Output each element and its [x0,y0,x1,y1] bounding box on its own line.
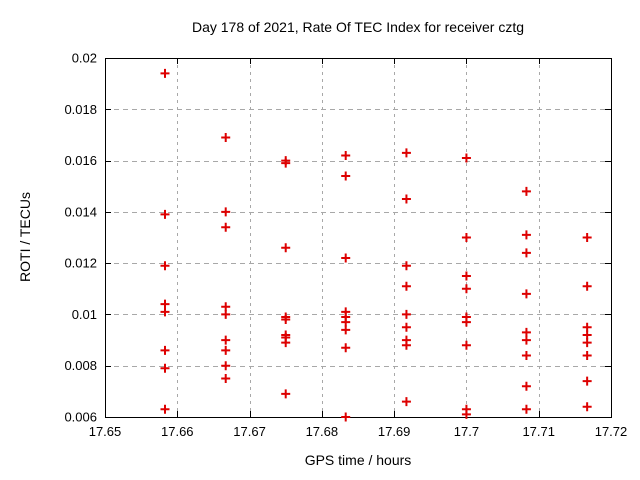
data-point-marker [401,281,411,291]
data-point-marker [461,317,471,327]
data-point-marker [221,374,231,384]
data-point-marker [521,289,531,299]
data-point-marker [221,309,231,319]
plot-frame [105,58,612,418]
data-point-marker [221,302,231,312]
data-point-marker [281,389,291,399]
data-point-marker [521,404,531,414]
y-tick-label: 0.018 [64,102,97,117]
data-point-marker [401,194,411,204]
data-point-marker [461,271,471,281]
data-point-marker [461,340,471,350]
data-point-marker [582,233,592,242]
x-tick-label: 17.71 [522,424,555,439]
data-point-marker [521,186,531,196]
data-point-marker [160,209,170,219]
data-point-marker [582,281,592,291]
data-point-marker [461,409,471,419]
data-point-marker [582,350,592,360]
data-point-marker [521,248,531,258]
data-point-marker [582,376,592,386]
data-point-marker [521,230,531,240]
data-point-marker [401,261,411,271]
data-point-marker [401,340,411,350]
data-point-marker [221,361,231,371]
x-tick-label: 17.7 [454,424,479,439]
data-point-marker [281,338,291,348]
y-tick-label: 0.016 [64,153,97,168]
data-point-marker [401,322,411,332]
y-tick-label: 0.014 [64,204,97,219]
data-point-marker [160,299,170,309]
data-point-marker [281,315,291,325]
data-point-marker [221,345,231,355]
data-point-marker [341,253,351,263]
x-tick-label: 17.72 [595,424,628,439]
data-point-marker [281,243,291,253]
data-point-marker [582,338,592,348]
data-point-marker [461,233,471,242]
data-point-marker [160,68,170,78]
data-point-marker [401,397,411,407]
data-point-marker [221,207,231,217]
y-tick-label: 0.012 [64,256,97,271]
data-point-marker [521,350,531,360]
x-axis-label: GPS time / hours [304,452,412,468]
data-point-marker [401,148,411,158]
data-point-marker [521,327,531,337]
x-tick-label: 17.69 [378,424,411,439]
data-point-marker [160,345,170,355]
data-point-marker [221,132,231,142]
data-point-marker [521,381,531,391]
data-point-marker [461,153,471,163]
data-point-marker [461,284,471,294]
x-tick-label: 17.67 [233,424,266,439]
y-tick-label: 0.008 [64,358,97,373]
data-point-marker [582,322,592,332]
data-point-marker [582,330,592,340]
data-point-marker [281,158,291,168]
data-point-marker [341,325,351,335]
y-tick-label: 0.006 [64,410,97,425]
data-point-marker [160,404,170,414]
data-point-marker [221,335,231,345]
data-point-marker [160,363,170,373]
chart-title: Day 178 of 2021, Rate Of TEC Index for r… [191,19,524,35]
data-point-marker [341,150,351,160]
data-point-marker [521,335,531,345]
data-point-marker [341,171,351,181]
data-point-marker [341,412,351,422]
data-point-marker [160,307,170,317]
x-tick-label: 17.68 [306,424,339,439]
data-point-marker [341,317,351,327]
x-tick-label: 17.65 [89,424,122,439]
data-point-marker [582,402,592,412]
x-tick-label: 17.66 [161,424,194,439]
data-point-marker [160,261,170,271]
y-tick-label: 0.02 [72,51,97,66]
y-tick-label: 0.01 [72,307,97,322]
data-point-marker [401,309,411,319]
data-point-marker [221,222,231,232]
data-point-marker [341,343,351,353]
